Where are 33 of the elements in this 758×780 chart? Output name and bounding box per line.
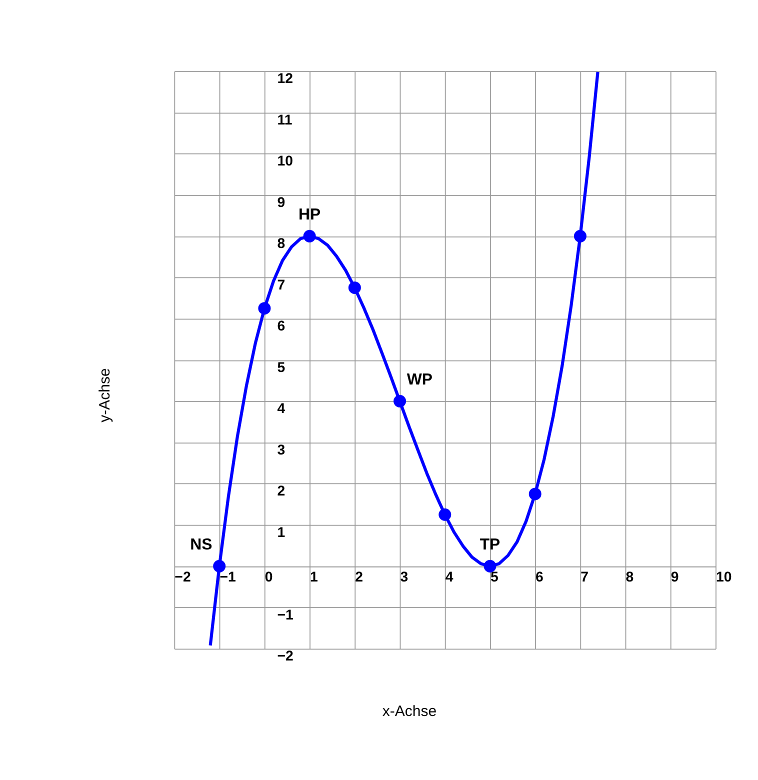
x-tick-label: 3 <box>400 568 408 585</box>
annotation: NS <box>190 536 212 554</box>
x-tick-label: 1 <box>310 568 318 585</box>
x-tick-label: 7 <box>580 568 589 585</box>
y-tick-label: 12 <box>277 70 294 86</box>
y-tick-label: 11 <box>277 111 292 128</box>
x-tick-label: −2 <box>174 568 191 585</box>
x-tick-label: 9 <box>670 568 679 585</box>
y-tick-label: 5 <box>277 358 286 375</box>
x-tick-label: 10 <box>716 568 732 585</box>
annotation: HP <box>298 206 321 224</box>
x-tick-label: −1 <box>220 568 236 585</box>
x-tick-label: 5 <box>490 568 498 585</box>
y-tick-label: −2 <box>277 648 294 664</box>
y-tick-label: 2 <box>277 482 286 499</box>
y-tick-label: 1 <box>277 524 286 540</box>
x-tick-label: 0 <box>264 568 273 585</box>
x-tick-label: 2 <box>355 568 364 585</box>
y-tick-label: 4 <box>277 400 286 416</box>
y-tick-label: 8 <box>277 235 286 252</box>
y-tick-label: −1 <box>277 606 294 622</box>
y-tick-label: 7 <box>277 276 286 292</box>
y-tick-label: 6 <box>277 318 286 334</box>
annotation: TP <box>480 536 501 554</box>
y-axis-title: y-Achse <box>96 368 114 422</box>
x-tick-label: 4 <box>445 568 454 585</box>
x-tick-label: 8 <box>626 568 634 585</box>
y-tick-label: 10 <box>277 152 294 169</box>
x-axis-title: x-Achse <box>382 702 437 720</box>
y-tick-label: 9 <box>277 194 286 210</box>
x-tick-label: 6 <box>536 568 544 585</box>
y-tick-label: 3 <box>277 441 286 458</box>
annotation: WP <box>406 371 433 388</box>
